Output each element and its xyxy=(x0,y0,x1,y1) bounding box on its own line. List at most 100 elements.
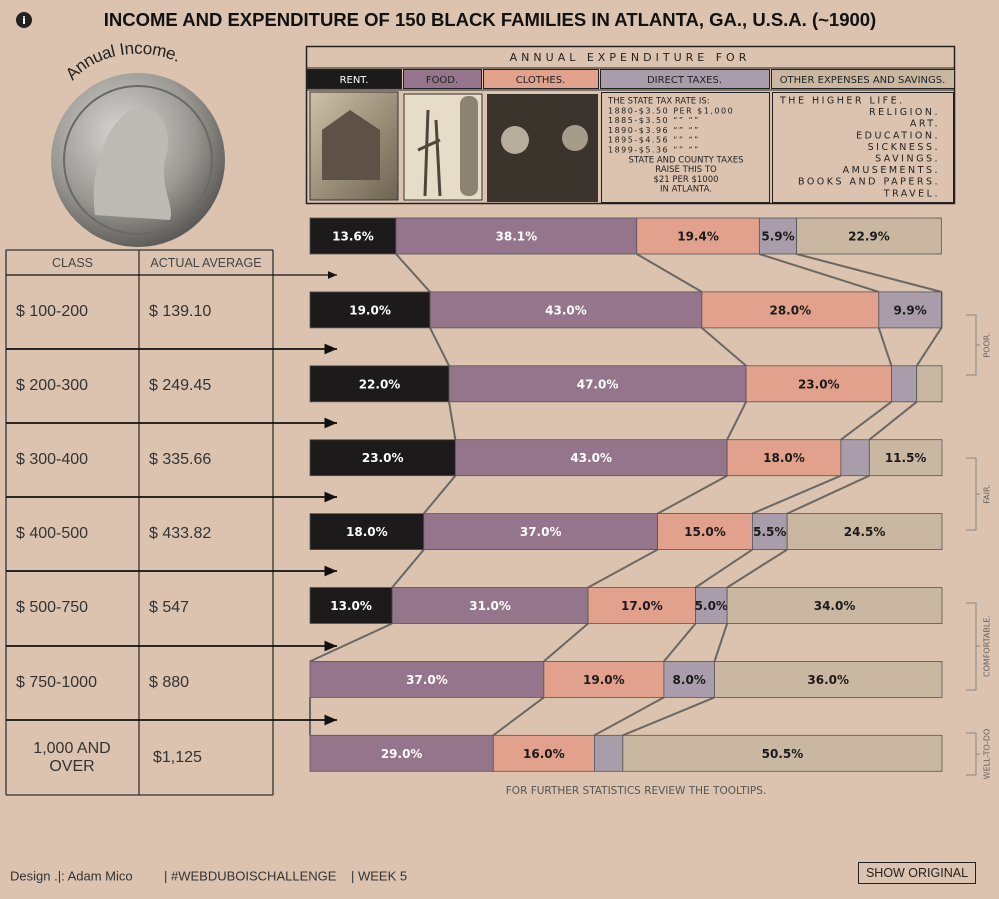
bar-segment[interactable] xyxy=(309,365,450,403)
bar-segment[interactable] xyxy=(695,587,728,624)
tax-note-line: 1885-$3.50 “” “” xyxy=(608,116,700,125)
connector xyxy=(429,327,450,367)
value-label: 50.5% xyxy=(762,747,804,761)
group-label: WELL-TO-DO xyxy=(983,729,992,780)
connector xyxy=(543,622,589,663)
tax-note-line: IN ATLANTA. xyxy=(660,185,712,195)
bar-segment[interactable] xyxy=(891,365,918,403)
value-label: 9.9% xyxy=(893,303,926,317)
value-label: 43.0% xyxy=(545,303,587,317)
bar-segment[interactable] xyxy=(594,734,624,772)
connector xyxy=(593,696,665,737)
value-label: 47.0% xyxy=(577,377,619,391)
chart-title: INCOME AND EXPENDITURE OF 150 BLACK FAMI… xyxy=(104,9,876,30)
other-item: BOOKS AND PAPERS. xyxy=(798,177,940,188)
bar-segment[interactable] xyxy=(745,365,892,403)
legend-label: OTHER EXPENSES AND SAVINGS. xyxy=(780,75,946,86)
connector xyxy=(587,548,659,589)
corn-stalks xyxy=(417,109,442,197)
corn-cob xyxy=(460,96,478,196)
tax-note-line: STATE AND COUNTY TAXES xyxy=(629,155,744,165)
bar-segment[interactable] xyxy=(940,291,943,329)
connector xyxy=(752,474,842,515)
info-glyph: i xyxy=(22,14,26,27)
house-shape xyxy=(322,110,380,180)
connector xyxy=(395,253,431,293)
average-label: $ 139.10 xyxy=(149,303,212,320)
group-bracket xyxy=(966,314,980,376)
average-label: $ 249.45 xyxy=(149,377,212,394)
tax-note-line: 1890-$3.96 “” “” xyxy=(608,126,700,135)
class-label: $ 400-500 xyxy=(16,525,89,542)
class-label: $ 300-400 xyxy=(16,451,89,468)
bar-segment[interactable] xyxy=(309,587,393,624)
bar-segment[interactable] xyxy=(916,365,943,403)
header-title: ANNUAL EXPENDITURE FOR xyxy=(510,51,751,64)
bar-segment[interactable] xyxy=(657,513,753,550)
bar-segment[interactable] xyxy=(726,587,943,624)
bar-segment[interactable] xyxy=(840,439,870,477)
bar-segment[interactable] xyxy=(758,217,798,255)
info-icon[interactable] xyxy=(16,12,32,28)
average-label: $ 547 xyxy=(149,599,190,616)
bar-segment[interactable] xyxy=(786,513,943,550)
connector xyxy=(701,327,747,367)
value-label: 38.1% xyxy=(496,230,538,244)
connector xyxy=(915,327,943,367)
value-label: 22.9% xyxy=(848,230,890,244)
portrait-face xyxy=(501,126,529,154)
bar-segment[interactable] xyxy=(868,439,943,477)
tax-note-line: 1880-$3.50 PER $1,000 xyxy=(608,106,734,115)
connector xyxy=(492,696,545,737)
bar-segment[interactable] xyxy=(309,439,456,477)
bar-segment[interactable] xyxy=(663,661,715,698)
other-item: EDUCATION. xyxy=(856,130,940,141)
value-label: 19.0% xyxy=(349,303,391,317)
bar-segment[interactable] xyxy=(796,217,942,255)
other-item: THE HIGHER LIFE. xyxy=(779,96,905,107)
legend-swatch xyxy=(771,69,955,89)
show-original-button[interactable]: SHOW ORIGINAL xyxy=(858,862,976,884)
value-label: 5.5% xyxy=(753,525,786,539)
bar-segment[interactable] xyxy=(878,291,942,329)
value-label: 13.0% xyxy=(330,599,372,613)
group-label: FAIR. xyxy=(983,484,992,504)
bar-segment[interactable] xyxy=(587,587,696,624)
value-label: 31.0% xyxy=(469,599,511,613)
connector xyxy=(448,401,457,440)
bar-segment[interactable] xyxy=(423,513,659,550)
bar-segment[interactable] xyxy=(752,513,788,550)
bar-segment[interactable] xyxy=(714,661,943,698)
bar-segment[interactable] xyxy=(429,291,703,329)
legend-label: FOOD. xyxy=(426,75,458,86)
connector xyxy=(636,253,703,293)
value-label: 43.0% xyxy=(570,451,612,465)
bar-segment[interactable] xyxy=(448,365,747,403)
class-label: $ 100-200 xyxy=(16,303,89,320)
coin-profile xyxy=(93,108,172,220)
connector xyxy=(877,327,893,367)
class-label: $ 750-1000 xyxy=(16,673,97,691)
bar-segment[interactable] xyxy=(636,217,760,255)
connector xyxy=(868,401,918,441)
connector xyxy=(422,475,457,515)
bar-segment[interactable] xyxy=(622,734,943,772)
bar-segment[interactable] xyxy=(309,513,425,550)
bar-segment[interactable] xyxy=(701,291,880,329)
bar-segment[interactable] xyxy=(454,439,728,477)
value-label: 22.0% xyxy=(359,377,401,391)
tax-note-line: RAISE THIS TO xyxy=(655,165,717,175)
value-label: 28.0% xyxy=(769,303,811,317)
value-label: 36.0% xyxy=(807,673,849,687)
connector xyxy=(796,253,942,293)
legend-label: RENT. xyxy=(340,75,369,86)
class-label: 1,000 AND OVER xyxy=(33,739,111,775)
class-label: $ 500-750 xyxy=(16,599,89,616)
value-label: 34.0% xyxy=(814,599,856,613)
other-item: TRAVEL. xyxy=(883,188,940,199)
connector xyxy=(726,548,788,589)
value-label: 16.0% xyxy=(523,747,565,761)
bar-segment[interactable] xyxy=(391,587,589,624)
bar-segment[interactable] xyxy=(395,217,638,255)
